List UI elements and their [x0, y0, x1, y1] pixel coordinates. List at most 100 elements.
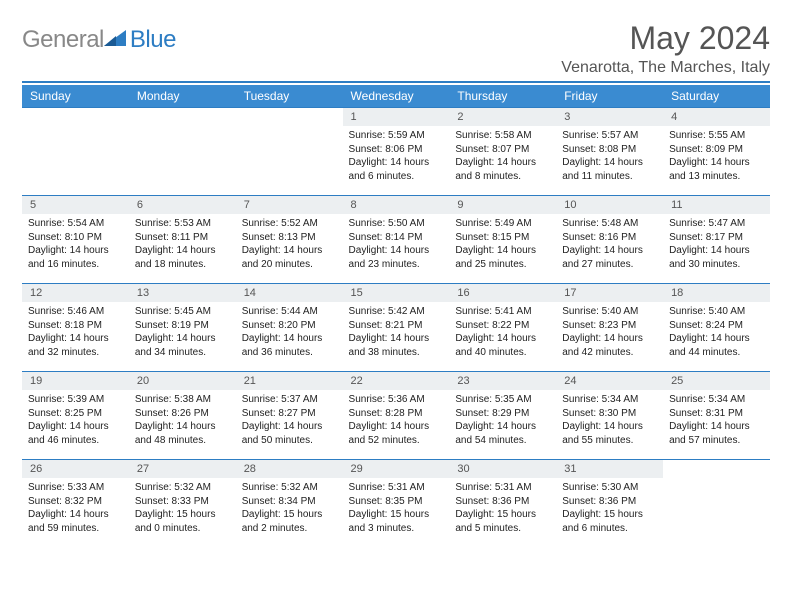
calendar-week: 19Sunrise: 5:39 AMSunset: 8:25 PMDayligh… [22, 372, 770, 460]
day-number: 19 [22, 372, 129, 390]
calendar-day-cell: 3Sunrise: 5:57 AMSunset: 8:08 PMDaylight… [556, 108, 663, 196]
day-info: Sunrise: 5:31 AMSunset: 8:35 PMDaylight:… [343, 478, 450, 539]
day-number: 21 [236, 372, 343, 390]
location-subtitle: Venarotta, The Marches, Italy [561, 59, 770, 77]
day-number: 22 [343, 372, 450, 390]
calendar-day-cell: 31Sunrise: 5:30 AMSunset: 8:36 PMDayligh… [556, 460, 663, 548]
calendar-day-cell [22, 108, 129, 196]
calendar-day-cell: 8Sunrise: 5:50 AMSunset: 8:14 PMDaylight… [343, 196, 450, 284]
day-number: 29 [343, 460, 450, 478]
day-info: Sunrise: 5:48 AMSunset: 8:16 PMDaylight:… [556, 214, 663, 275]
calendar-day-cell: 16Sunrise: 5:41 AMSunset: 8:22 PMDayligh… [449, 284, 556, 372]
day-number: 24 [556, 372, 663, 390]
day-number: 3 [556, 108, 663, 126]
logo: General Blue [22, 20, 176, 54]
day-number: 13 [129, 284, 236, 302]
day-number: 10 [556, 196, 663, 214]
weekday-header: Tuesday [236, 85, 343, 108]
calendar-day-cell: 21Sunrise: 5:37 AMSunset: 8:27 PMDayligh… [236, 372, 343, 460]
day-info: Sunrise: 5:35 AMSunset: 8:29 PMDaylight:… [449, 390, 556, 451]
day-number: 12 [22, 284, 129, 302]
day-info: Sunrise: 5:32 AMSunset: 8:34 PMDaylight:… [236, 478, 343, 539]
calendar-week: 26Sunrise: 5:33 AMSunset: 8:32 PMDayligh… [22, 460, 770, 548]
calendar-day-cell: 29Sunrise: 5:31 AMSunset: 8:35 PMDayligh… [343, 460, 450, 548]
day-info: Sunrise: 5:32 AMSunset: 8:33 PMDaylight:… [129, 478, 236, 539]
calendar-day-cell: 25Sunrise: 5:34 AMSunset: 8:31 PMDayligh… [663, 372, 770, 460]
day-info: Sunrise: 5:40 AMSunset: 8:23 PMDaylight:… [556, 302, 663, 363]
day-info: Sunrise: 5:58 AMSunset: 8:07 PMDaylight:… [449, 126, 556, 187]
day-number: 9 [449, 196, 556, 214]
calendar-day-cell: 1Sunrise: 5:59 AMSunset: 8:06 PMDaylight… [343, 108, 450, 196]
day-number: 7 [236, 196, 343, 214]
day-info: Sunrise: 5:57 AMSunset: 8:08 PMDaylight:… [556, 126, 663, 187]
day-number: 1 [343, 108, 450, 126]
calendar-table: SundayMondayTuesdayWednesdayThursdayFrid… [22, 85, 770, 548]
day-info: Sunrise: 5:50 AMSunset: 8:14 PMDaylight:… [343, 214, 450, 275]
day-number: 27 [129, 460, 236, 478]
calendar-day-cell: 9Sunrise: 5:49 AMSunset: 8:15 PMDaylight… [449, 196, 556, 284]
day-info: Sunrise: 5:59 AMSunset: 8:06 PMDaylight:… [343, 126, 450, 187]
weekday-header: Monday [129, 85, 236, 108]
day-number: 18 [663, 284, 770, 302]
logo-text-a: General [22, 26, 104, 54]
day-info: Sunrise: 5:49 AMSunset: 8:15 PMDaylight:… [449, 214, 556, 275]
day-info: Sunrise: 5:33 AMSunset: 8:32 PMDaylight:… [22, 478, 129, 539]
day-info: Sunrise: 5:37 AMSunset: 8:27 PMDaylight:… [236, 390, 343, 451]
calendar-day-cell: 26Sunrise: 5:33 AMSunset: 8:32 PMDayligh… [22, 460, 129, 548]
calendar-day-cell: 22Sunrise: 5:36 AMSunset: 8:28 PMDayligh… [343, 372, 450, 460]
calendar-day-cell: 12Sunrise: 5:46 AMSunset: 8:18 PMDayligh… [22, 284, 129, 372]
calendar-day-cell: 20Sunrise: 5:38 AMSunset: 8:26 PMDayligh… [129, 372, 236, 460]
day-info: Sunrise: 5:45 AMSunset: 8:19 PMDaylight:… [129, 302, 236, 363]
day-info: Sunrise: 5:31 AMSunset: 8:36 PMDaylight:… [449, 478, 556, 539]
page-title: May 2024 [561, 20, 770, 57]
header: General Blue May 2024 Venarotta, The Mar… [22, 20, 770, 77]
calendar-day-cell: 11Sunrise: 5:47 AMSunset: 8:17 PMDayligh… [663, 196, 770, 284]
weekday-header: Friday [556, 85, 663, 108]
calendar-day-cell [129, 108, 236, 196]
weekday-header: Saturday [663, 85, 770, 108]
calendar-day-cell: 13Sunrise: 5:45 AMSunset: 8:19 PMDayligh… [129, 284, 236, 372]
weekday-header: Sunday [22, 85, 129, 108]
weekday-header-row: SundayMondayTuesdayWednesdayThursdayFrid… [22, 85, 770, 108]
weekday-header: Wednesday [343, 85, 450, 108]
day-info: Sunrise: 5:54 AMSunset: 8:10 PMDaylight:… [22, 214, 129, 275]
calendar-day-cell: 19Sunrise: 5:39 AMSunset: 8:25 PMDayligh… [22, 372, 129, 460]
day-info: Sunrise: 5:30 AMSunset: 8:36 PMDaylight:… [556, 478, 663, 539]
day-info: Sunrise: 5:42 AMSunset: 8:21 PMDaylight:… [343, 302, 450, 363]
calendar-day-cell: 14Sunrise: 5:44 AMSunset: 8:20 PMDayligh… [236, 284, 343, 372]
calendar-day-cell: 24Sunrise: 5:34 AMSunset: 8:30 PMDayligh… [556, 372, 663, 460]
day-number: 2 [449, 108, 556, 126]
calendar-day-cell: 6Sunrise: 5:53 AMSunset: 8:11 PMDaylight… [129, 196, 236, 284]
day-info: Sunrise: 5:53 AMSunset: 8:11 PMDaylight:… [129, 214, 236, 275]
day-number: 5 [22, 196, 129, 214]
day-number: 28 [236, 460, 343, 478]
day-info: Sunrise: 5:55 AMSunset: 8:09 PMDaylight:… [663, 126, 770, 187]
day-number: 6 [129, 196, 236, 214]
day-number: 15 [343, 284, 450, 302]
day-info: Sunrise: 5:40 AMSunset: 8:24 PMDaylight:… [663, 302, 770, 363]
calendar-week: 5Sunrise: 5:54 AMSunset: 8:10 PMDaylight… [22, 196, 770, 284]
day-number: 26 [22, 460, 129, 478]
logo-sail-icon [102, 28, 128, 48]
calendar-day-cell: 18Sunrise: 5:40 AMSunset: 8:24 PMDayligh… [663, 284, 770, 372]
day-number: 16 [449, 284, 556, 302]
day-info: Sunrise: 5:39 AMSunset: 8:25 PMDaylight:… [22, 390, 129, 451]
calendar-day-cell: 23Sunrise: 5:35 AMSunset: 8:29 PMDayligh… [449, 372, 556, 460]
calendar-day-cell: 27Sunrise: 5:32 AMSunset: 8:33 PMDayligh… [129, 460, 236, 548]
calendar-day-cell: 15Sunrise: 5:42 AMSunset: 8:21 PMDayligh… [343, 284, 450, 372]
day-info: Sunrise: 5:52 AMSunset: 8:13 PMDaylight:… [236, 214, 343, 275]
calendar-day-cell [236, 108, 343, 196]
day-number: 14 [236, 284, 343, 302]
day-info: Sunrise: 5:44 AMSunset: 8:20 PMDaylight:… [236, 302, 343, 363]
day-number: 25 [663, 372, 770, 390]
day-info: Sunrise: 5:34 AMSunset: 8:31 PMDaylight:… [663, 390, 770, 451]
calendar-week: 1Sunrise: 5:59 AMSunset: 8:06 PMDaylight… [22, 108, 770, 196]
calendar-day-cell [663, 460, 770, 548]
day-info: Sunrise: 5:46 AMSunset: 8:18 PMDaylight:… [22, 302, 129, 363]
calendar-day-cell: 17Sunrise: 5:40 AMSunset: 8:23 PMDayligh… [556, 284, 663, 372]
logo-text-b: Blue [130, 26, 176, 54]
calendar-day-cell: 2Sunrise: 5:58 AMSunset: 8:07 PMDaylight… [449, 108, 556, 196]
weekday-header: Thursday [449, 85, 556, 108]
calendar-week: 12Sunrise: 5:46 AMSunset: 8:18 PMDayligh… [22, 284, 770, 372]
day-number: 17 [556, 284, 663, 302]
